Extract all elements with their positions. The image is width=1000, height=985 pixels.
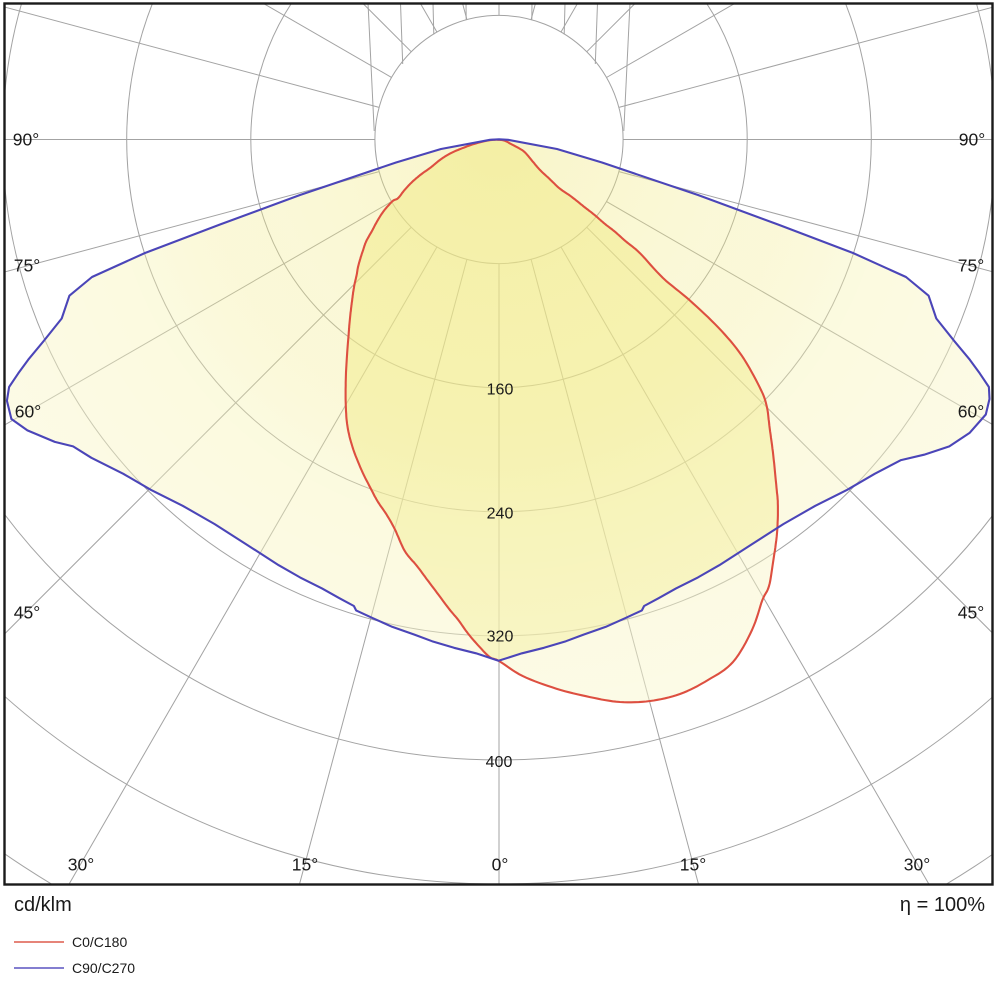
svg-text:30°: 30° — [904, 855, 930, 875]
svg-text:η = 100%: η = 100% — [900, 894, 985, 916]
svg-text:90°: 90° — [959, 130, 985, 150]
svg-text:60°: 60° — [15, 402, 41, 422]
svg-text:15°: 15° — [680, 855, 706, 875]
svg-text:320: 320 — [487, 629, 514, 646]
svg-text:45°: 45° — [14, 603, 40, 623]
svg-text:75°: 75° — [958, 256, 984, 276]
svg-text:160: 160 — [487, 382, 514, 399]
svg-text:30°: 30° — [68, 855, 94, 875]
svg-text:0°: 0° — [492, 855, 509, 875]
svg-text:45°: 45° — [958, 603, 984, 623]
svg-text:60°: 60° — [958, 402, 984, 422]
svg-text:400: 400 — [486, 754, 513, 771]
svg-text:cd/klm: cd/klm — [14, 894, 72, 916]
svg-text:C0/C180: C0/C180 — [72, 934, 127, 950]
svg-text:75°: 75° — [14, 256, 40, 276]
svg-text:15°: 15° — [292, 855, 318, 875]
svg-text:90°: 90° — [13, 130, 39, 150]
svg-text:240: 240 — [487, 506, 514, 523]
svg-text:C90/C270: C90/C270 — [72, 960, 135, 976]
